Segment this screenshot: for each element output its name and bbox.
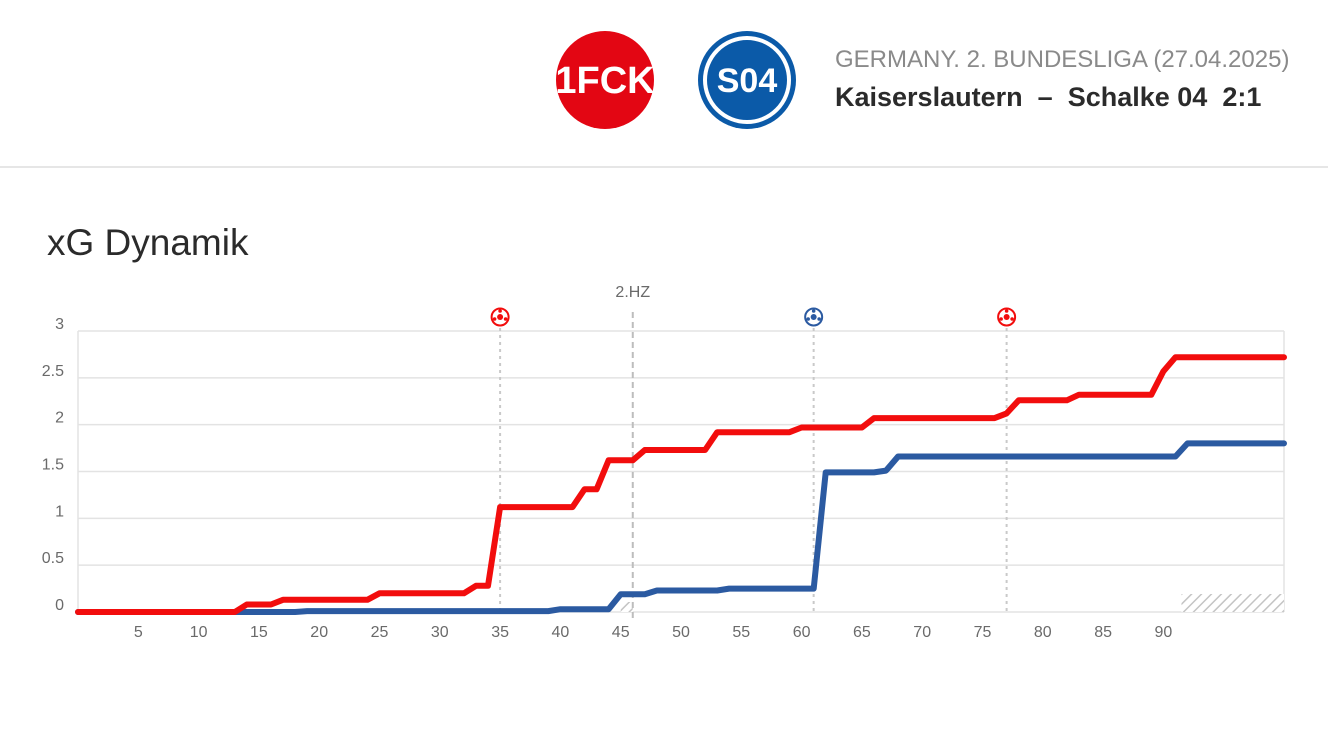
x-tick-label: 35 [491, 624, 509, 641]
goal-ball-patch [503, 317, 508, 321]
y-tick-label: 2.5 [42, 363, 64, 380]
y-tick-label: 3 [55, 316, 64, 333]
goal-ball-patch [806, 317, 810, 321]
match-score: 2:1 [1222, 82, 1262, 112]
grid [77, 330, 1285, 613]
goal-ball-patch [492, 317, 497, 321]
x-tick-label: 80 [1034, 624, 1052, 641]
svg-text:1FCK: 1FCK [555, 60, 655, 102]
goal-ball-icon [804, 307, 824, 327]
x-tick-label: 5 [134, 624, 143, 641]
x-tick-label: 70 [913, 624, 931, 641]
xg-chart: 2.HZ 00.511.522.535 10 15 20 25 30 35 40 45 50 55 6… [42, 284, 1287, 641]
league-date: GERMANY. 2. BUNDESLIGA (27.04.2025) [835, 46, 1290, 73]
first-half-stoppage-hatch [620, 602, 633, 612]
goal-ball-icon [490, 307, 510, 327]
second-half-stoppage-hatch [1181, 594, 1284, 612]
team-separator: – [1037, 82, 1053, 112]
half-time-label: 2.HZ [615, 284, 650, 301]
chart-title: xG Dynamik [47, 222, 249, 263]
goal-ball-center [497, 314, 504, 320]
goal-ball-icon [997, 307, 1017, 327]
x-tick-label: 55 [732, 624, 750, 641]
away-team-name: Schalke 04 [1067, 82, 1208, 112]
home-xg-line [75, 354, 1287, 615]
markers: 2.HZ [490, 284, 1284, 620]
kaiserslautern-logo: 1FCK [555, 31, 655, 129]
x-tick-label: 75 [974, 624, 992, 641]
away-xg-line [75, 440, 1287, 615]
goal-ball-center [810, 314, 817, 320]
x-tick-label: 40 [552, 624, 570, 641]
x-tick-label: 65 [853, 624, 871, 641]
x-tick-label: 10 [190, 624, 208, 641]
x-tick-label: 15 [250, 624, 268, 641]
y-tick-label: 2 [55, 410, 64, 427]
goal-ball-patch [1004, 309, 1009, 313]
goal-ball-patch [817, 317, 821, 321]
goal-ball-patch [811, 309, 816, 313]
schalke-logo: S04 [698, 31, 796, 129]
x-tick-label: 60 [793, 624, 811, 641]
y-tick-label: 1.5 [42, 457, 64, 474]
x-tick-label: 20 [310, 624, 328, 641]
series-lines [75, 354, 1287, 615]
svg-text:S04: S04 [717, 62, 778, 100]
y-tick-label: 1 [55, 503, 64, 520]
goal-ball-patch [498, 309, 502, 313]
x-tick-label: 50 [672, 624, 690, 641]
x-tick-label: 90 [1155, 624, 1173, 641]
goal-ball-patch [1010, 317, 1014, 321]
x-tick-label: 85 [1094, 624, 1112, 641]
y-tick-label: 0 [55, 597, 64, 614]
x-tick-label: 30 [431, 624, 449, 641]
x-tick-label: 45 [612, 624, 630, 641]
match-title: Kaiserslautern – Schalke 04 2:1 [835, 82, 1261, 113]
goal-ball-center [1003, 314, 1010, 320]
goal-ball-patch [999, 317, 1003, 321]
match-header: 1FCK S04 GERMANY. 2. BUNDESLIGA (27.04.2… [0, 0, 1328, 168]
home-team-name: Kaiserslautern [835, 82, 1023, 112]
tick-labels: 00.511.522.535 10 15 20 25 30 35 40 45 50 55 60 65 70… [42, 316, 1173, 641]
y-tick-label: 0.5 [42, 550, 64, 567]
x-tick-label: 25 [371, 624, 389, 641]
